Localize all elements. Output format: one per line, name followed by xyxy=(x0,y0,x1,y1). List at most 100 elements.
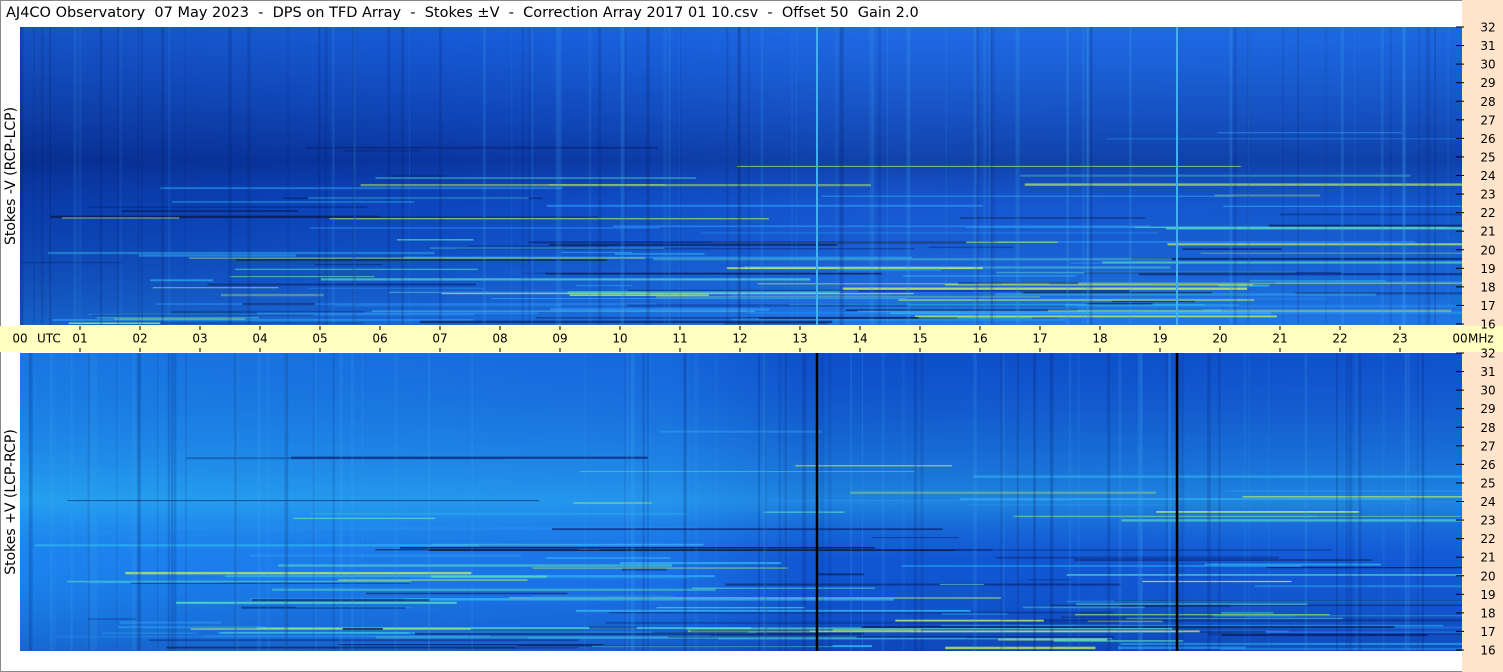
freq-tick-label: 26 xyxy=(1480,458,1495,472)
texture-column xyxy=(784,353,787,651)
freq-tick-label: 16 xyxy=(1480,644,1495,658)
texture-column xyxy=(973,27,978,325)
texture-streak xyxy=(1024,183,1462,186)
texture-streak xyxy=(1167,243,1462,246)
texture-streak xyxy=(125,571,472,575)
texture-streak xyxy=(114,318,245,320)
texture-column xyxy=(758,353,760,651)
texture-column xyxy=(646,27,650,325)
texture-column xyxy=(747,27,750,325)
freq-tick-label: 24 xyxy=(1480,495,1495,509)
texture-streak xyxy=(575,609,971,612)
texture-column xyxy=(1417,27,1421,325)
texture-streak xyxy=(996,556,1280,559)
texture-column xyxy=(116,27,119,325)
texture-column xyxy=(597,27,602,325)
texture-streak xyxy=(160,187,563,190)
texture-streak xyxy=(190,628,471,631)
texture-streak xyxy=(895,619,1044,622)
texture-streak xyxy=(958,281,1079,285)
freq-tick-label: 31 xyxy=(1480,39,1495,53)
texture-streak xyxy=(1028,579,1072,581)
texture-streak xyxy=(1023,606,1145,609)
texture-streak xyxy=(600,627,721,629)
time-unit: UTC xyxy=(37,332,61,346)
texture-column xyxy=(1049,353,1054,651)
freq-tick-label: 27 xyxy=(1480,439,1495,453)
texture-streak xyxy=(1268,224,1462,227)
texture-column xyxy=(624,27,627,325)
texture-column xyxy=(401,27,404,325)
freq-tick-label: 31 xyxy=(1480,365,1495,379)
texture-streak xyxy=(552,528,943,531)
texture-column xyxy=(284,353,289,651)
texture-column xyxy=(649,353,652,651)
texture-column xyxy=(157,353,159,651)
texture-column xyxy=(642,353,645,651)
texture-column xyxy=(1068,353,1072,651)
texture-column xyxy=(1168,353,1172,651)
texture-column xyxy=(678,27,681,325)
texture-streak xyxy=(429,247,665,249)
texture-streak xyxy=(342,627,383,630)
freq-tick-label: 16 xyxy=(1480,318,1495,332)
texture-column xyxy=(284,353,288,651)
texture-streak xyxy=(455,646,578,649)
texture-column xyxy=(1340,27,1344,325)
texture-column xyxy=(339,353,343,651)
texture-streak xyxy=(166,646,516,649)
texture-streak xyxy=(85,581,223,584)
texture-streak xyxy=(320,278,811,281)
texture-streak xyxy=(977,282,1462,285)
freq-tick-label: 18 xyxy=(1480,606,1495,620)
texture-streak xyxy=(857,310,1092,313)
texture-column xyxy=(228,27,232,325)
texture-column xyxy=(141,27,143,325)
texture-streak xyxy=(1156,511,1360,513)
texture-streak xyxy=(138,254,296,257)
texture-column xyxy=(20,27,24,325)
texture-streak xyxy=(941,612,1008,615)
time-tick-label: 07 xyxy=(432,332,447,346)
freq-tick-label: 28 xyxy=(1480,421,1495,435)
freq-tick-label: 25 xyxy=(1480,476,1495,490)
texture-streak xyxy=(908,303,1239,307)
texture-column xyxy=(1229,27,1233,325)
texture-column xyxy=(1447,27,1450,325)
texture-column xyxy=(408,27,411,325)
texture-streak xyxy=(1182,631,1266,633)
texture-column xyxy=(257,353,261,651)
texture-streak xyxy=(229,275,375,278)
texture-streak xyxy=(516,645,833,647)
freq-tick-label: 30 xyxy=(1480,58,1495,72)
texture-column xyxy=(1033,353,1037,651)
texture-column xyxy=(1345,353,1348,651)
texture-streak xyxy=(872,537,959,539)
texture-streak xyxy=(614,252,705,256)
texture-column xyxy=(350,353,354,651)
texture-streak xyxy=(1066,574,1462,576)
texture-streak xyxy=(1225,490,1462,492)
texture-streak xyxy=(1216,132,1402,134)
texture-column xyxy=(90,353,94,651)
texture-column xyxy=(902,353,905,651)
texture-column xyxy=(1382,353,1385,651)
texture-streak xyxy=(561,251,632,254)
texture-streak xyxy=(589,626,637,629)
texture-streak xyxy=(1001,619,1462,622)
texture-column xyxy=(70,353,73,651)
texture-streak xyxy=(170,527,698,530)
texture-streak xyxy=(627,304,1065,307)
time-tick-label: 00 xyxy=(12,332,27,346)
texture-streak xyxy=(1020,174,1411,177)
texture-streak xyxy=(763,511,845,513)
texture-streak xyxy=(532,567,788,569)
time-tick-label: 01 xyxy=(72,332,87,346)
texture-streak xyxy=(1066,600,1462,603)
texture-column xyxy=(687,353,689,651)
freq-tick-label: 20 xyxy=(1480,243,1495,257)
time-axis-band xyxy=(0,326,1503,352)
texture-streak xyxy=(430,575,547,578)
texture-column xyxy=(975,27,979,325)
texture-streak xyxy=(1047,309,1452,313)
